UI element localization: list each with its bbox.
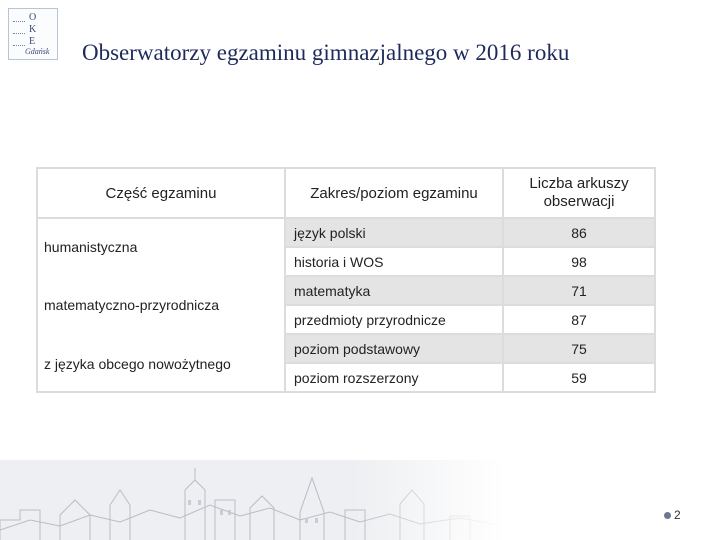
table-row-count: 75 bbox=[504, 335, 654, 362]
header-scope: Zakres/poziom egzaminu bbox=[286, 169, 502, 217]
header-part: Część egzaminu bbox=[38, 169, 284, 217]
part-label: humanistyczna bbox=[44, 239, 138, 255]
table-row-scope: poziom rozszerzony bbox=[286, 364, 502, 391]
table-row-scope: poziom podstawowy bbox=[286, 335, 502, 362]
parts-column: humanistyczna matematyczno-przyrodnicza … bbox=[38, 219, 284, 391]
logo-letter: K bbox=[29, 24, 37, 35]
logo-rule bbox=[13, 33, 25, 34]
table-row-scope: historia i WOS bbox=[286, 248, 502, 275]
oke-logo: O K E Gdańsk bbox=[8, 8, 58, 60]
observers-table: Część egzaminu Zakres/poziom egzaminu Li… bbox=[36, 167, 656, 393]
logo-letter: O bbox=[29, 12, 37, 23]
table-row-count: 87 bbox=[504, 306, 654, 333]
table-row-count: 98 bbox=[504, 248, 654, 275]
bullet-icon bbox=[664, 511, 671, 519]
table-row-scope: przedmioty przyrodnicze bbox=[286, 306, 502, 333]
table-row-scope: język polski bbox=[286, 219, 502, 246]
part-label: z języka obcego nowożytnego bbox=[44, 356, 231, 372]
page-number-text: 2 bbox=[674, 508, 681, 522]
slide-title: Obserwatorzy egzaminu gimnazjalnego w 20… bbox=[82, 40, 570, 65]
city-skyline-image bbox=[0, 460, 505, 540]
table-row-count: 71 bbox=[504, 277, 654, 304]
page-number: 2 bbox=[664, 508, 681, 522]
logo-letter: E bbox=[29, 36, 36, 47]
header-count: Liczba arkuszy obserwacji bbox=[504, 169, 654, 217]
logo-signature: Gdańsk bbox=[25, 47, 50, 56]
part-label: matematyczno-przyrodnicza bbox=[44, 297, 220, 313]
logo-rule bbox=[13, 45, 25, 46]
logo-rule bbox=[13, 21, 25, 22]
table-row-count: 59 bbox=[504, 364, 654, 391]
table-row-count: 86 bbox=[504, 219, 654, 246]
table-row-scope: matematyka bbox=[286, 277, 502, 304]
